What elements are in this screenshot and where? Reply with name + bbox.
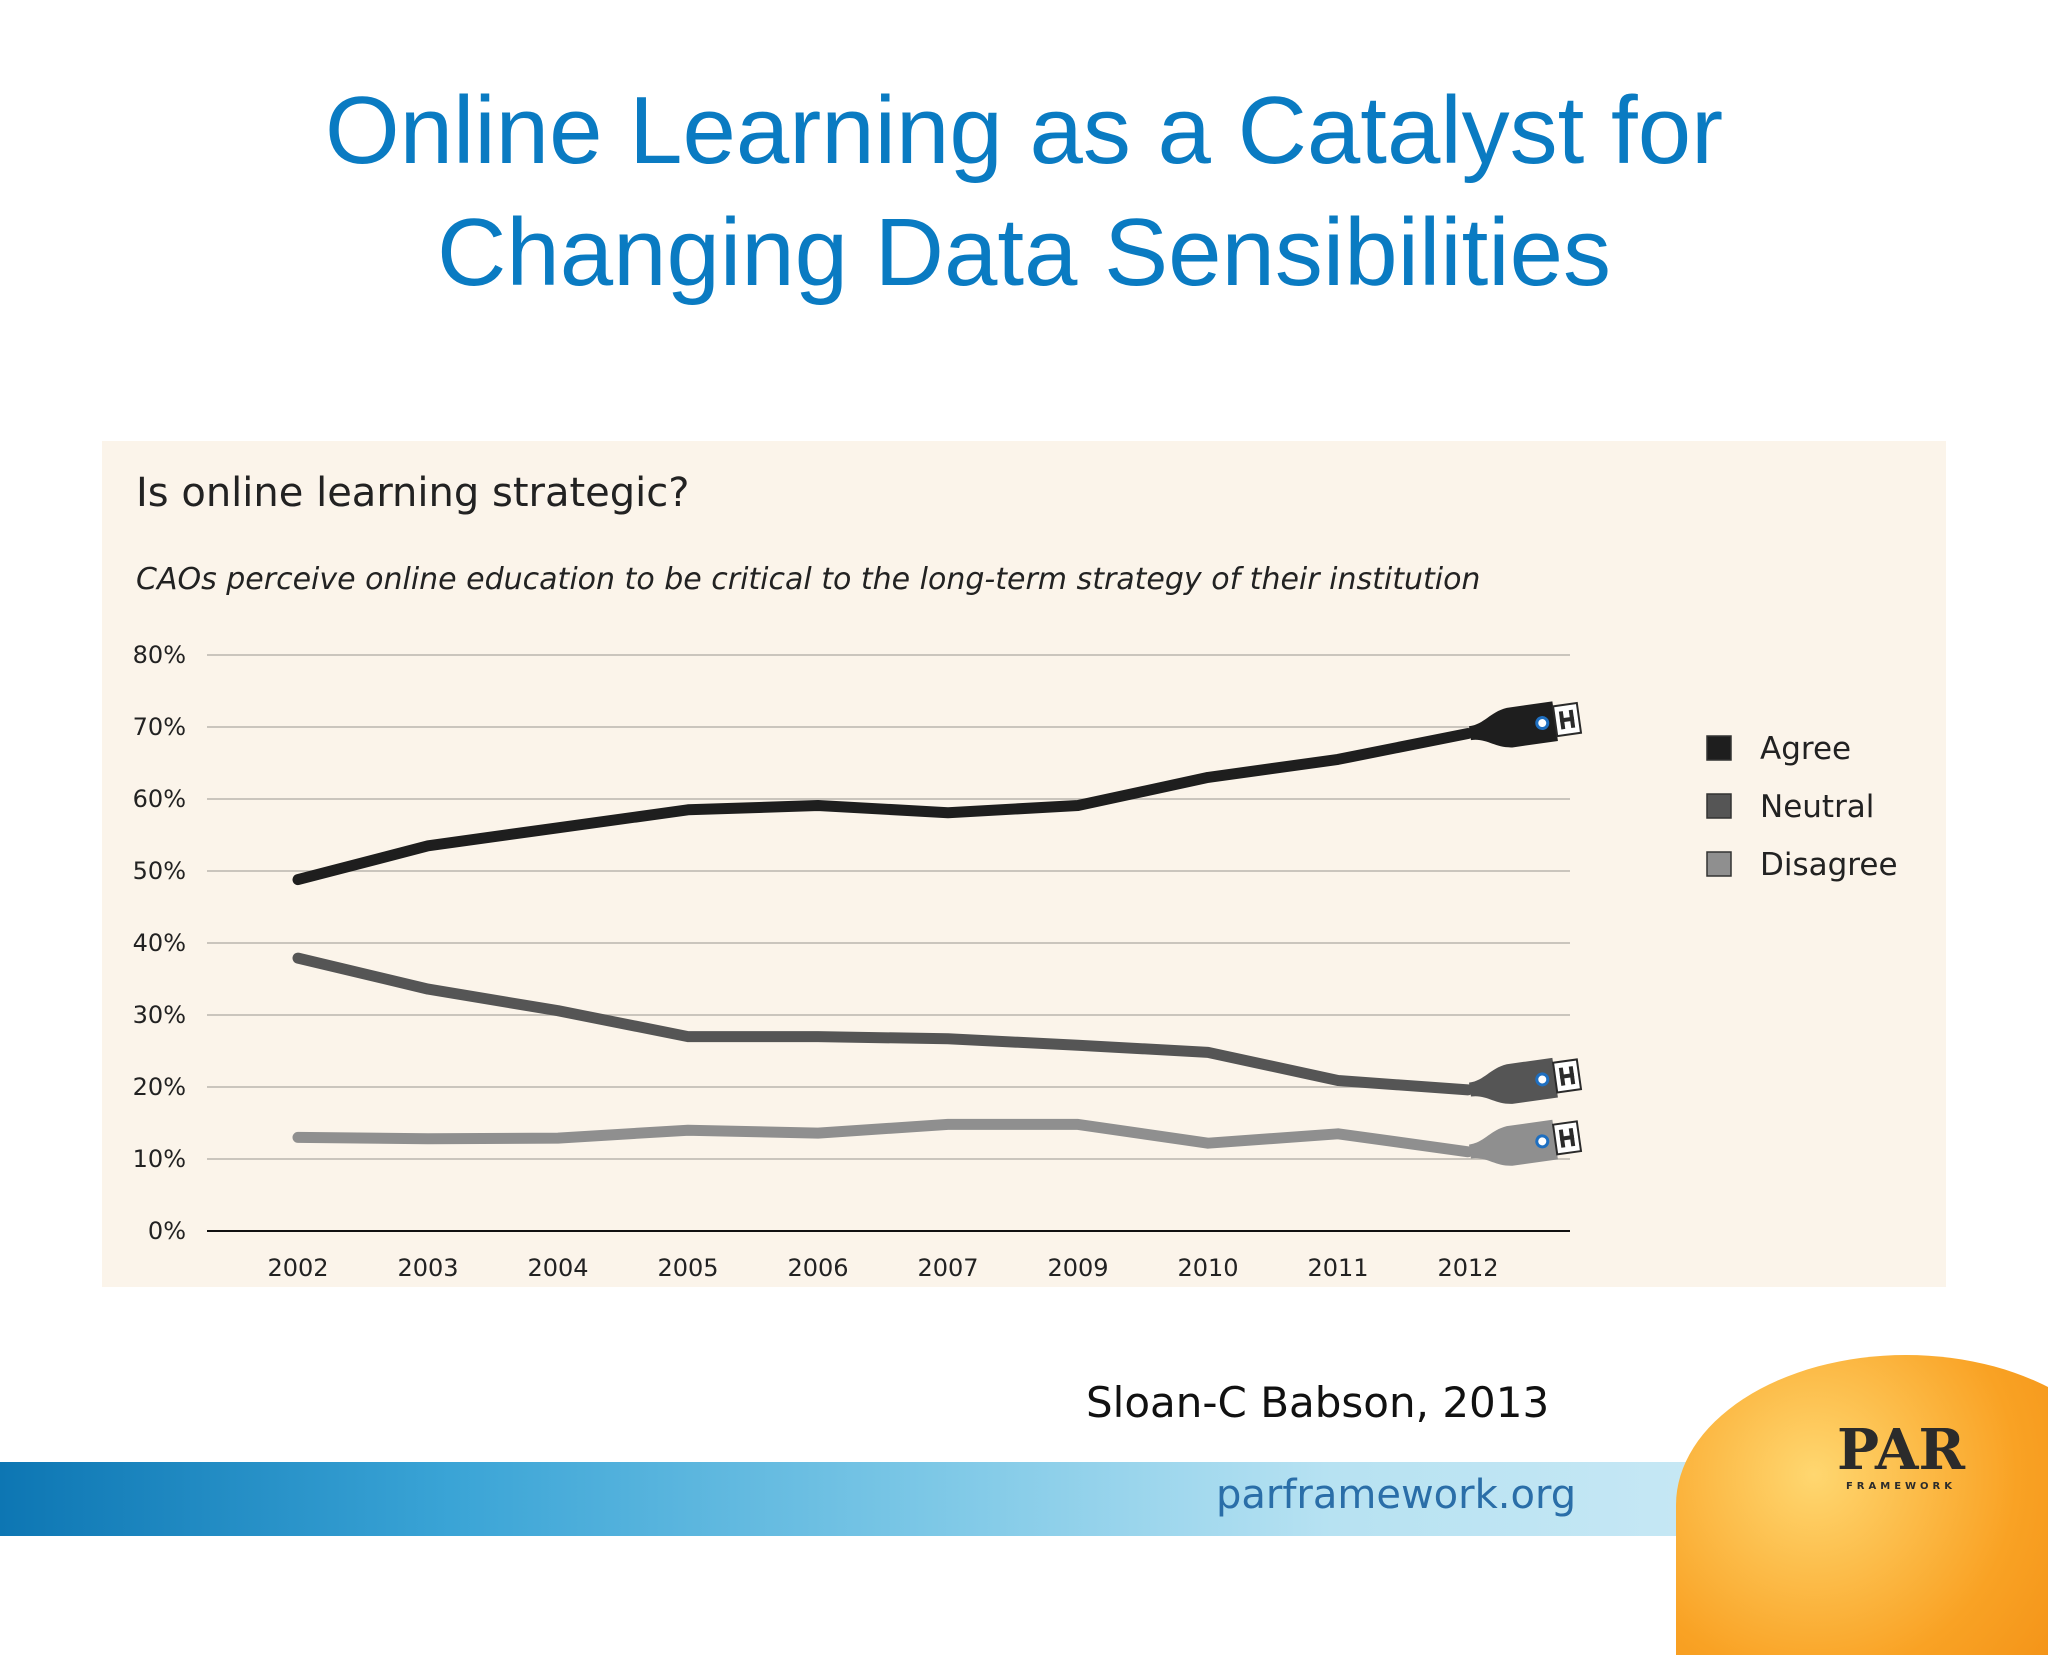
series-end-icons xyxy=(1467,698,1581,1171)
x-axis-ticks: 2002 2003 2004 2005 2006 2007 2009 2010 2011 2012 xyxy=(267,1254,1498,1282)
y-tick-label: 20% xyxy=(133,1073,186,1101)
y-tick-label: 40% xyxy=(133,929,186,957)
footer-url[interactable]: parframework.org xyxy=(1216,1472,1576,1518)
y-tick-label: 10% xyxy=(133,1145,186,1173)
legend-swatch-neutral xyxy=(1707,794,1731,818)
usb-plug-icon xyxy=(1467,1054,1581,1109)
x-tick-label: 2012 xyxy=(1437,1254,1498,1282)
y-tick-label: 0% xyxy=(148,1217,186,1245)
series-line-disagree xyxy=(298,1124,1468,1151)
x-tick-label: 2003 xyxy=(397,1254,458,1282)
series-line-agree xyxy=(298,734,1468,880)
legend-label-neutral: Neutral xyxy=(1760,789,1874,825)
x-tick-label: 2005 xyxy=(657,1254,718,1282)
x-tick-label: 2007 xyxy=(917,1254,978,1282)
y-tick-label: 50% xyxy=(133,857,186,885)
par-logo: PAR FRAMEWORK xyxy=(1836,1420,1966,1494)
chart-grid xyxy=(207,655,1570,1231)
source-citation: Sloan-C Babson, 2013 xyxy=(1086,1378,1549,1427)
usb-plug-icon xyxy=(1467,698,1581,753)
y-tick-label: 30% xyxy=(133,1001,186,1029)
y-tick-label: 70% xyxy=(133,713,186,741)
y-tick-label: 60% xyxy=(133,785,186,813)
y-tick-label: 80% xyxy=(133,641,186,669)
plug-dot xyxy=(1536,717,1548,729)
x-tick-label: 2010 xyxy=(1177,1254,1238,1282)
y-axis-ticks: 0% 10% 20% 30% 40% 50% 60% 70% 80% xyxy=(133,641,186,1245)
legend-swatch-agree xyxy=(1707,736,1731,760)
plug-dot xyxy=(1536,1135,1548,1147)
x-tick-label: 2009 xyxy=(1047,1254,1108,1282)
series-line-neutral xyxy=(298,958,1468,1090)
legend-label-disagree: Disagree xyxy=(1760,847,1898,883)
x-tick-label: 2011 xyxy=(1307,1254,1368,1282)
legend-label-agree: Agree xyxy=(1760,731,1851,767)
chart-legend: Agree Neutral Disagree xyxy=(1707,731,1898,883)
x-tick-label: 2002 xyxy=(267,1254,328,1282)
legend-swatch-disagree xyxy=(1707,852,1731,876)
par-logo-text: PAR xyxy=(1837,1417,1965,1483)
par-logo-subtext: FRAMEWORK xyxy=(1836,1480,1966,1494)
plug-dot xyxy=(1536,1073,1548,1085)
x-tick-label: 2004 xyxy=(527,1254,588,1282)
x-tick-label: 2006 xyxy=(787,1254,848,1282)
usb-plug-icon xyxy=(1467,1116,1581,1171)
